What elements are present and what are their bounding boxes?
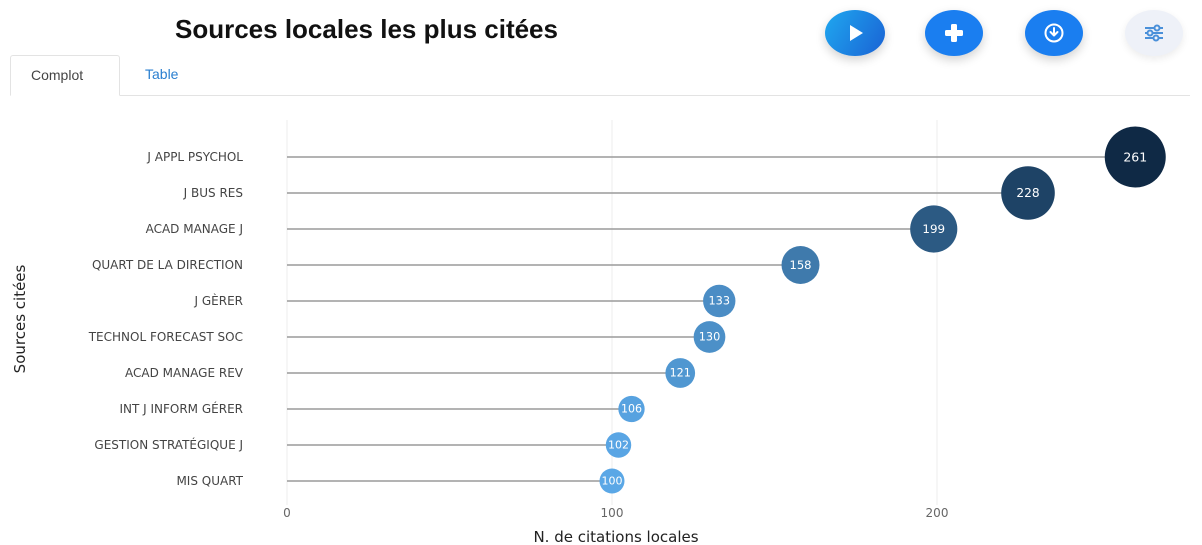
lollipop-point[interactable] [781, 246, 820, 284]
play-icon [850, 25, 863, 41]
value-label: 106 [621, 403, 642, 416]
value-label: 102 [608, 439, 629, 452]
sliders-icon [1145, 24, 1163, 42]
lollipop-point[interactable] [599, 468, 625, 494]
x-tick-label: 100 [601, 506, 624, 520]
x-axis-title: N. de citations locales [533, 528, 698, 545]
tab-bar: Complot Table [10, 55, 1190, 96]
category-label: J BUS RES [183, 186, 243, 200]
plus-icon [945, 24, 963, 42]
lollipop-chart: 261 228 199 158 133 130 121 106 102 100 J APPL PS… [11, 120, 1166, 545]
category-label: TECHNOL FORECAST SOC [88, 330, 243, 344]
tab-complot[interactable]: Complot [10, 55, 120, 96]
stems [287, 156, 1136, 482]
tab-table[interactable]: Table [145, 66, 179, 82]
value-label: 228 [1016, 186, 1039, 200]
category-label: INT J INFORM GÉRER [119, 401, 243, 416]
category-label: MIS QUART [176, 474, 243, 488]
lollipop-point[interactable] [1001, 166, 1055, 220]
lollipop-point[interactable] [703, 284, 736, 318]
y-axis-title: Sources citées [11, 264, 29, 373]
category-label: GESTION STRATÉGIQUE J [94, 437, 243, 452]
category-label: J APPL PSYCHOL [146, 150, 243, 164]
value-label: 130 [699, 331, 721, 344]
value-label: 199 [922, 222, 945, 236]
value-label: 133 [708, 295, 730, 308]
lollipop-point[interactable] [665, 358, 696, 388]
x-tick-label: 200 [926, 506, 949, 520]
points: 261 228 199 158 133 130 121 106 102 100 [599, 126, 1166, 494]
category-label: QUART DE LA DIRECTION [92, 258, 243, 272]
value-label: 121 [670, 367, 691, 380]
value-label: 158 [789, 258, 811, 272]
lollipop-point[interactable] [605, 432, 632, 458]
download-icon [1044, 23, 1064, 43]
settings-button[interactable] [1125, 10, 1183, 56]
category-label: J GÈRER [194, 293, 244, 308]
add-button[interactable] [925, 10, 983, 56]
value-label: 261 [1123, 150, 1147, 165]
x-tick-label: 0 [283, 506, 291, 520]
lollipop-point[interactable] [618, 395, 645, 423]
value-label: 100 [602, 475, 623, 488]
lollipop-point[interactable] [1104, 126, 1166, 188]
play-button[interactable] [825, 10, 885, 56]
page-title: Sources locales les plus citées [175, 14, 558, 44]
x-ticks: 0 100 200 [283, 506, 948, 520]
download-button[interactable] [1025, 10, 1083, 56]
category-label: ACAD MANAGE J [146, 222, 243, 236]
category-labels: J APPL PSYCHOL J BUS RES ACAD MANAGE J QUAR… [88, 150, 244, 488]
lollipop-point[interactable] [693, 321, 726, 353]
category-label: ACAD MANAGE REV [125, 366, 244, 380]
lollipop-point[interactable] [910, 205, 958, 253]
